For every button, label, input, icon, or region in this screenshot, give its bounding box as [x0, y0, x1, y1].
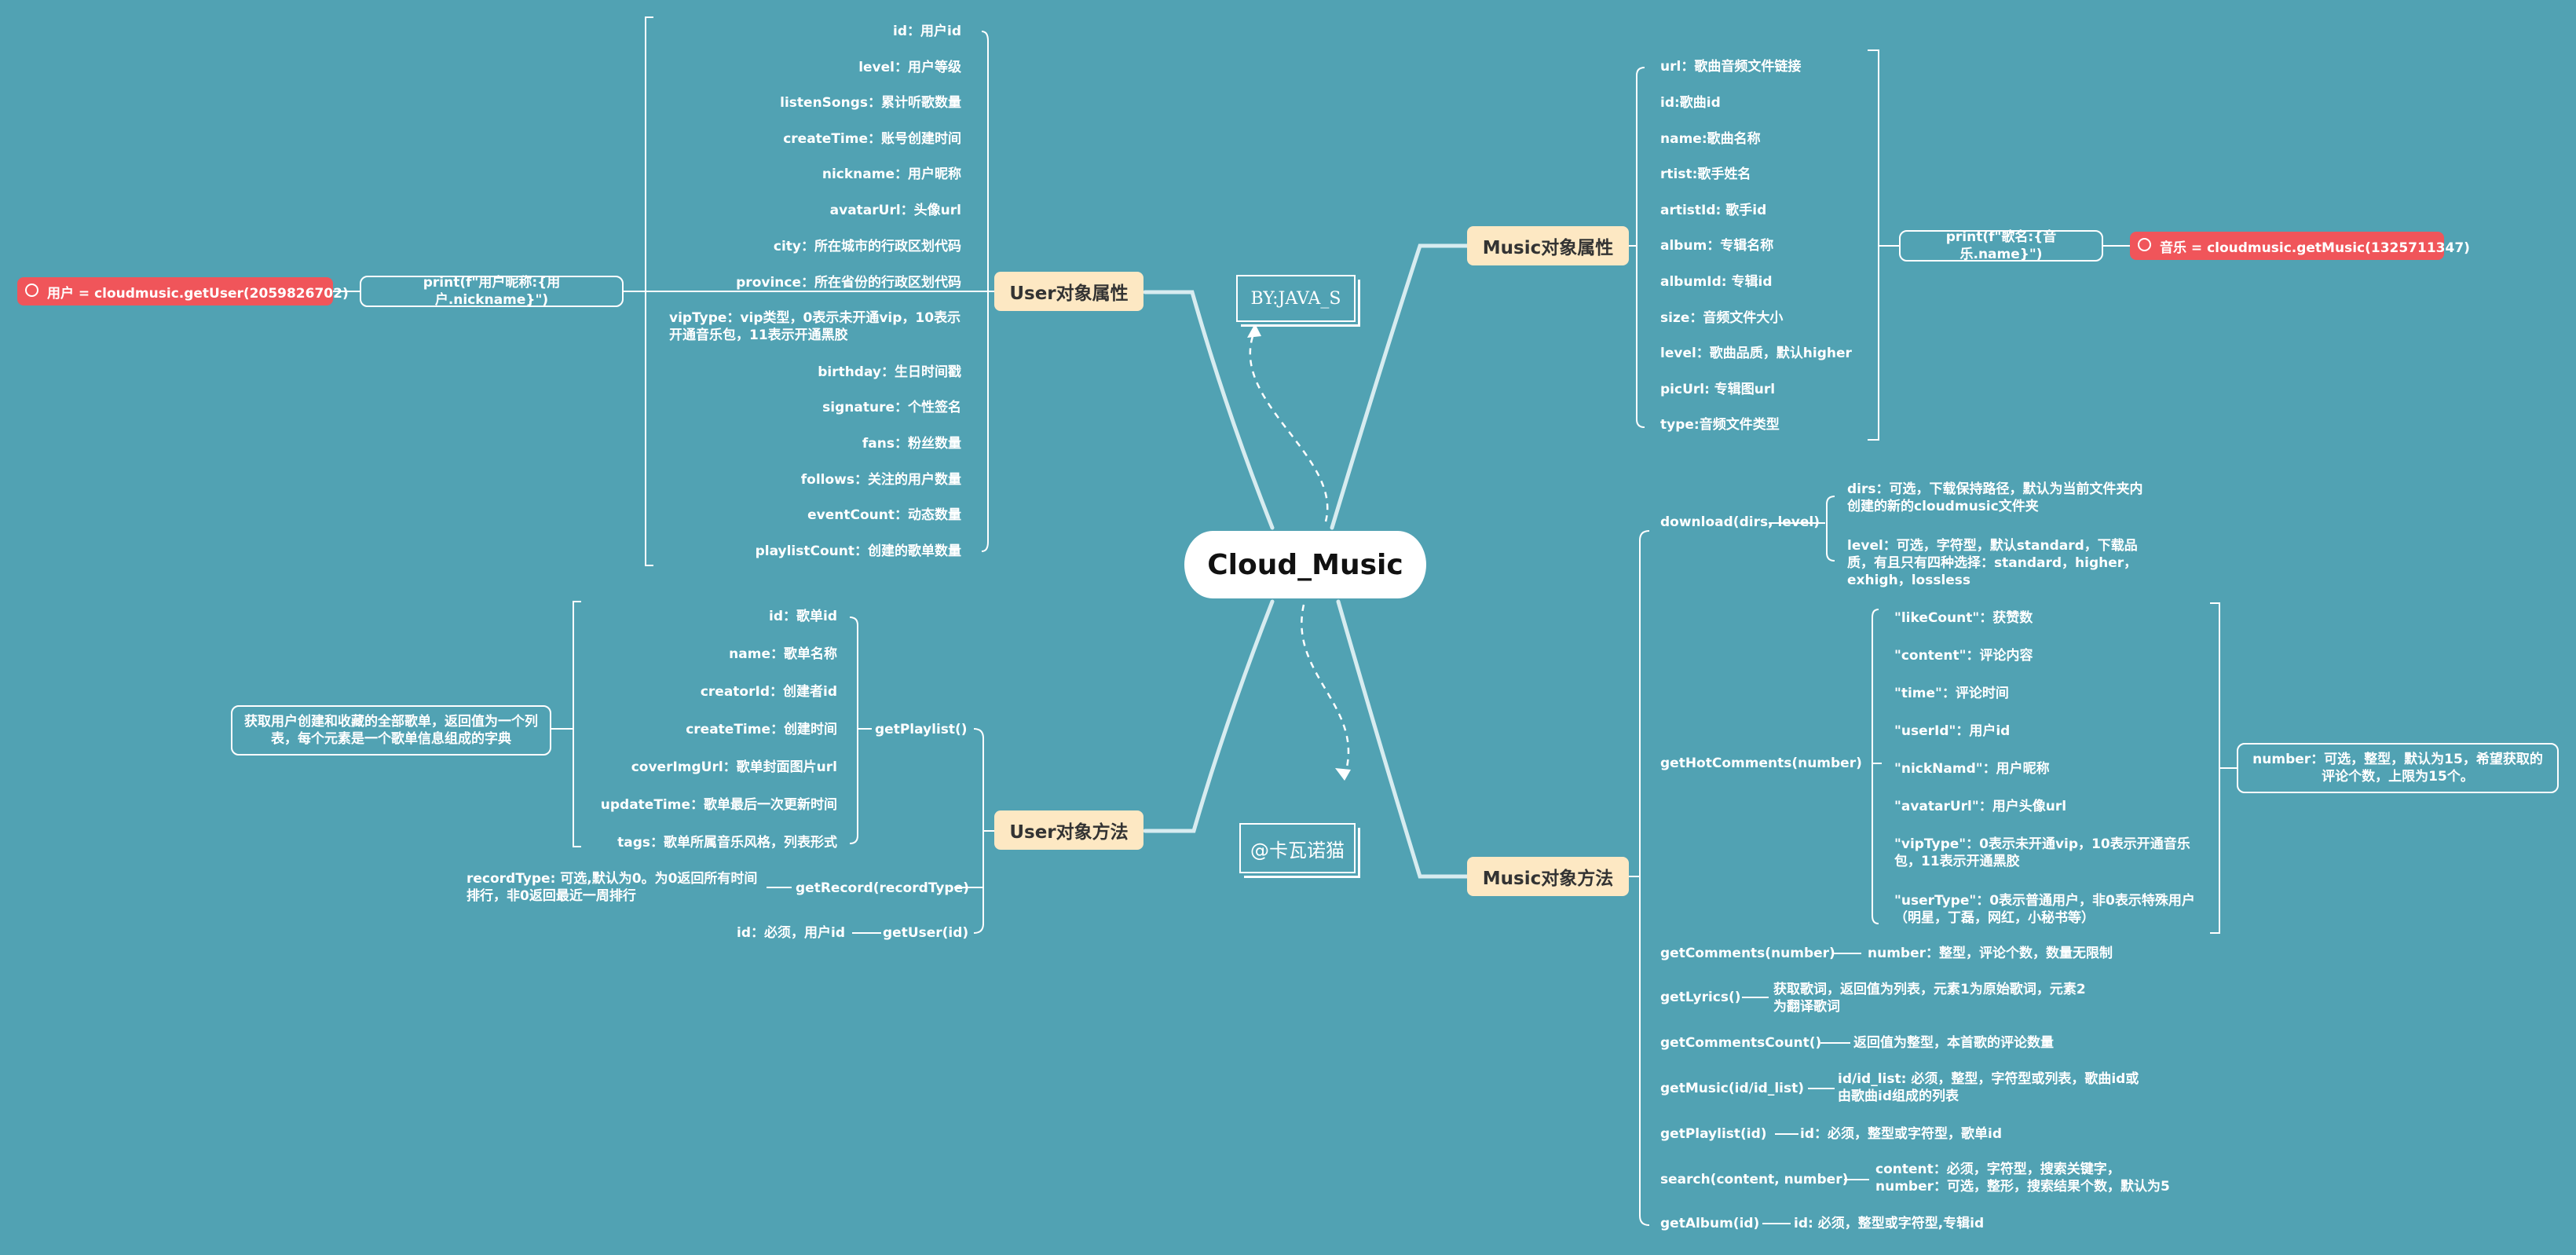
method-getuser[interactable]: getUser(id) [883, 925, 969, 941]
music-print-code[interactable]: print(f"歌名:{音乐.name}") [1899, 229, 2103, 262]
stamp-by-text: BY:JAVA_S [1250, 288, 1341, 309]
playlist-field: creatorId：创建者id [700, 684, 837, 700]
music-attr-item: url：歌曲音频文件链接 [1660, 59, 1802, 75]
playlist-description: 获取用户创建和收藏的全部歌单，返回值为一个列表，每个元素是一个歌单信息组成的字典 [231, 705, 551, 756]
user-attr-item: playlistCount：创建的歌单数量 [755, 543, 961, 559]
user-attr-item: birthday：生日时间戳 [818, 364, 961, 380]
playlist-field: id：歌单id [769, 609, 837, 624]
hot-comment-field: "content"：评论内容 [1894, 648, 2033, 664]
user-attr-item: createTime：账号创建时间 [783, 131, 961, 147]
hot-comment-field: "likeCount"：获赞数 [1894, 610, 2033, 626]
hot-comment-field: "avatarUrl"：用户头像url [1894, 799, 2067, 814]
user-attr-item: follows：关注的用户数量 [800, 472, 961, 488]
user-attr-item: city：所在城市的行政区划代码 [773, 239, 961, 254]
getcommentscount-desc: 返回值为整型，本首歌的评论数量 [1853, 1035, 2054, 1051]
method-search[interactable]: search(content, number) [1660, 1172, 1849, 1187]
music-attr-item: name:歌曲名称 [1660, 131, 1761, 147]
music-get-text: 音乐 = cloudmusic.getMusic(1325711347) [2160, 240, 2470, 256]
music-attr-item: albumId: 专辑id [1660, 274, 1773, 290]
circle-icon [25, 284, 38, 297]
playlist-field: coverImgUrl：歌单封面图片url [631, 759, 837, 775]
branch-user-method[interactable]: User对象方法 [994, 810, 1143, 850]
hot-comment-field: "userType"：0表示普通用户，非0表示特殊用户（明星，丁磊，网红，小秘书… [1894, 893, 2195, 926]
branch-user-attr[interactable]: User对象属性 [994, 272, 1143, 311]
method-getplaylist-music[interactable]: getPlaylist(id) [1660, 1126, 1767, 1142]
method-getalbum[interactable]: getAlbum(id) [1660, 1216, 1760, 1231]
music-attr-item: artistId: 歌手id [1660, 203, 1767, 218]
playlist-field: tags：歌单所属音乐风格，列表形式 [617, 835, 837, 851]
author-stamp-by: BY:JAVA_S [1236, 275, 1356, 322]
getmusic-desc: id/id_list: 必须，整型，字符型或列表，歌曲id或由歌曲id组成的列表 [1838, 1071, 2139, 1104]
author-stamp-name: @卡瓦诺猫 [1239, 823, 1356, 873]
user-attr-item: id：用户id [893, 24, 961, 39]
music-get-code[interactable]: 音乐 = cloudmusic.getMusic(1325711347) [2130, 232, 2470, 260]
playlist-field: name：歌单名称 [729, 646, 837, 662]
getcomments-desc: number：整型，评论个数，数量无限制 [1868, 946, 2113, 961]
music-attr-item: type:音频文件类型 [1660, 417, 1780, 433]
hot-comment-field: "nickNamd"：用户昵称 [1894, 761, 2050, 777]
music-attr-item: album：专辑名称 [1660, 238, 1774, 254]
music-attr-item: picUrl: 专辑图url [1660, 382, 1776, 397]
download-dirs-desc: dirs：可选，下载保持路径，默认为当前文件夹内创建的新的cloudmusic文… [1847, 481, 2143, 514]
branch-music-method[interactable]: Music对象方法 [1467, 857, 1629, 896]
user-attr-item: province：所在省份的行政区划代码 [736, 275, 961, 291]
user-attr-item: signature：个性签名 [822, 400, 961, 415]
search-desc: content：必须，字符型，搜索关键字，number：可选，整形，搜索结果个数… [1875, 1162, 2170, 1195]
method-download[interactable]: download(dirs, level) [1660, 514, 1820, 530]
method-getmusic[interactable]: getMusic(id/id_list) [1660, 1081, 1805, 1096]
user-attr-item: eventCount：动态数量 [807, 507, 961, 523]
hot-comments-number-desc: number：可选，整型，默认为15，希望获取的评论个数，上限为15个。 [2237, 743, 2559, 793]
music-attr-item: level：歌曲品质，默认higher [1660, 346, 1852, 361]
circle-icon [2138, 238, 2151, 251]
playlist-field: createTime：创建时间 [686, 722, 837, 737]
branch-music-attr[interactable]: Music对象属性 [1467, 226, 1629, 265]
getuser-description: id：必须，用户id [737, 925, 845, 941]
user-attr-item: vipType：vip类型，0表示未开通vip，10表示开通音乐包，11表示开通… [669, 310, 961, 343]
method-getlyrics[interactable]: getLyrics() [1660, 990, 1741, 1005]
hot-comment-field: "userId"：用户id [1894, 723, 2011, 739]
hot-comment-field: "vipType"：0表示未开通vip，10表示开通音乐包，11表示开通黑胶 [1894, 836, 2190, 869]
user-attr-item: fans：粉丝数量 [862, 436, 961, 452]
music-attr-item: id:歌曲id [1660, 95, 1721, 111]
record-description: recordType: 可选,默认为0。为0返回所有时间排行，非0返回最近一周排… [467, 871, 758, 904]
user-attr-item: listenSongs：累计听歌数量 [780, 95, 961, 111]
getlyrics-desc: 获取歌词，返回值为列表，元素1为原始歌词，元素2为翻译歌词 [1773, 982, 2086, 1015]
user-attr-item: avatarUrl：头像url [829, 203, 961, 218]
user-get-code[interactable]: 用户 = cloudmusic.getUser(2059826702) [17, 277, 349, 306]
user-print-code[interactable]: print(f"用户昵称:{用户.nickname}") [360, 275, 624, 308]
user-attr-item: nickname：用户昵称 [821, 166, 961, 182]
user-attr-item: level：用户等级 [858, 60, 961, 75]
method-gethotcomments[interactable]: getHotComments(number) [1660, 756, 1862, 771]
method-getcommentscount[interactable]: getCommentsCount() [1660, 1035, 1822, 1051]
download-level-desc: level：可选，字符型，默认standard，下载品质，有且只有四种选择：st… [1847, 538, 2138, 588]
method-getplaylist[interactable]: getPlaylist() [875, 722, 968, 737]
hot-comment-field: "time"：评论时间 [1894, 686, 2009, 701]
method-getcomments[interactable]: getComments(number) [1660, 946, 1835, 961]
getalbum-desc: id: 必须，整型或字符型,专辑id [1794, 1216, 1985, 1231]
user-get-text: 用户 = cloudmusic.getUser(2059826702) [47, 285, 349, 302]
music-attr-item: rtist:歌手姓名 [1660, 166, 1751, 182]
music-attr-item: size：音频文件大小 [1660, 310, 1784, 326]
root-node[interactable]: Cloud_Music [1184, 531, 1426, 598]
stamp-author-text: @卡瓦诺猫 [1250, 839, 1345, 862]
getplaylist-music-desc: id：必须，整型或字符型，歌单id [1800, 1126, 2002, 1142]
playlist-field: updateTime：歌单最后一次更新时间 [600, 797, 837, 813]
method-getrecord[interactable]: getRecord(recordType) [796, 880, 969, 896]
